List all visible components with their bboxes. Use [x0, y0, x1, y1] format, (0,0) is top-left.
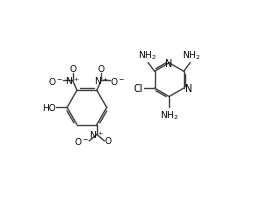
Text: N$^+$: N$^+$ [90, 129, 104, 141]
Text: O: O [104, 137, 111, 146]
Text: O$^-$: O$^-$ [74, 136, 89, 147]
Text: N: N [165, 59, 173, 68]
Text: N$^+$: N$^+$ [94, 75, 109, 87]
Text: O$^-$: O$^-$ [48, 76, 63, 87]
Text: N$^+$: N$^+$ [65, 75, 80, 87]
Text: O$^-$: O$^-$ [110, 76, 126, 87]
Text: O: O [69, 64, 76, 73]
Text: HO: HO [42, 103, 56, 112]
Text: NH$_2$: NH$_2$ [182, 50, 200, 62]
Text: N: N [185, 84, 192, 94]
Text: NH$_2$: NH$_2$ [138, 50, 157, 62]
Text: Cl: Cl [133, 84, 143, 94]
Text: NH$_2$: NH$_2$ [160, 109, 179, 121]
Text: O: O [98, 64, 105, 73]
